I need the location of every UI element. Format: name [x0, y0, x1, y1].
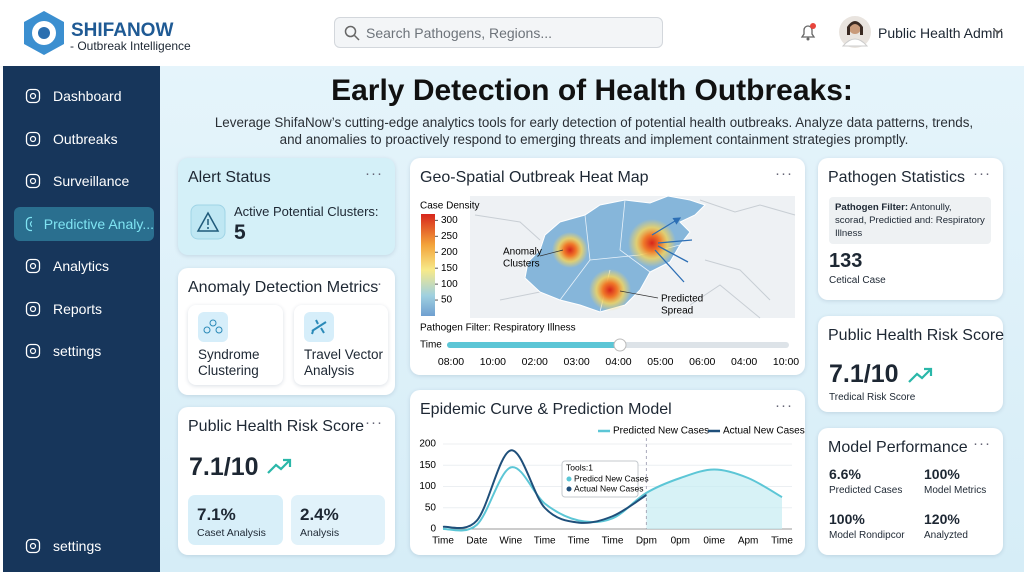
nav-item[interactable]: Predictive Analy...: [14, 206, 154, 241]
nav-label: Reports: [53, 300, 103, 317]
nav-label: Surveillance: [53, 173, 130, 189]
pathogen-stats-card: Pathogen Statistics ··· Pathogen Filter: …: [818, 158, 1003, 300]
metric-value: 120%: [924, 511, 960, 527]
nav-item[interactable]: Surveillance: [14, 164, 154, 198]
card-title: Geo-Spatial Outbreak Heat Map: [420, 169, 649, 186]
alert-value: 5: [234, 221, 246, 244]
risk-label: Tredical Risk Score: [829, 392, 916, 403]
metric-tile[interactable]: Syndrome Clustering: [188, 305, 283, 385]
nav-label: Analytics: [53, 258, 110, 274]
card-menu[interactable]: ···: [365, 414, 383, 431]
epidemic-curve-card: Epidemic Curve & Prediction Model ···: [410, 390, 805, 555]
sidebar: Dashboard Outbreaks Surveillance Predictive…: [3, 66, 160, 572]
metric-value: 100%: [924, 466, 960, 482]
nav-label: settings: [53, 343, 102, 359]
card-menu[interactable]: ···: [775, 397, 793, 414]
trend-arrow: [267, 458, 292, 474]
intro-line: Leverage ShifaNow’s cutting-edge analyti…: [214, 115, 974, 130]
model-performance-card: Model Performance ··· 6.6% Predicted Cases…: [818, 428, 1003, 555]
brand: SHIFANOW: [71, 20, 174, 41]
nav-label: Predictive Analy...: [43, 215, 154, 232]
risk-score-card: Public Health Risk Score 7.1/10 Tredical…: [818, 316, 1005, 412]
metric-label: Travel Vector Analysis: [304, 347, 384, 378]
metric-icon: [304, 312, 334, 342]
anomaly-metrics-card: Anomaly Detection Metrics ··· Syndrome Cl…: [178, 268, 395, 395]
card-menu[interactable]: ···: [973, 435, 991, 452]
user-name[interactable]: Public Health Admin: [878, 25, 1004, 41]
risk-score: 7.1/10: [189, 453, 259, 481]
nav-icon: [25, 173, 41, 189]
nav-item[interactable]: Outbreaks: [14, 122, 154, 156]
stat-label: Cetical Case: [829, 275, 886, 286]
nav-icon: [25, 538, 41, 554]
risk-score-card: Public Health Risk Score ··· 7.1/10 7.1% …: [178, 407, 395, 555]
metric-label: Model Metrics: [924, 485, 987, 496]
intro-line: and anomalies to proactively respond to …: [279, 132, 909, 147]
tagline: - Outbreak Intelligence: [70, 39, 191, 53]
stat-value: 133: [829, 250, 863, 272]
nav-item[interactable]: Dashboard: [14, 79, 154, 113]
search-placeholder: Search Pathogens, Regions...: [366, 25, 553, 41]
heat-map-card: Geo-Spatial Outbreak Heat Map ···: [410, 158, 805, 375]
metric-value: 100%: [829, 511, 865, 527]
nav-item[interactable]: Reports: [14, 292, 154, 326]
stat-value: 7.1%: [197, 505, 236, 524]
metric-tile[interactable]: Travel Vector Analysis: [294, 305, 388, 385]
alert-label: Active Potential Clusters:: [234, 204, 379, 219]
nav-label: Dashboard: [53, 88, 122, 104]
nav-icon: [25, 258, 41, 274]
card-title: Alert Status: [188, 169, 271, 186]
search-icon: [344, 25, 360, 41]
card-menu[interactable]: ···: [365, 275, 383, 292]
metric-value: 6.6%: [829, 466, 861, 482]
stat-label: Analysis: [300, 527, 340, 539]
nav-icon: [25, 343, 41, 359]
filter-label: Pathogen Filter:: [835, 202, 909, 213]
user-menu-chevron: [993, 28, 1003, 34]
card-title: Model Performance: [828, 439, 968, 456]
metric-icon: [198, 312, 228, 342]
trend-arrow: [908, 367, 933, 383]
nav-item[interactable]: settings: [14, 529, 154, 563]
card-title: Public Health Risk Score: [188, 418, 365, 435]
logo-dot: [38, 27, 50, 39]
filter-box: Pathogen Filter: Antonully, scorad, Pred…: [829, 197, 991, 244]
risk-score: 7.1/10: [829, 360, 899, 388]
card-title: Anomaly Detection Metrics: [188, 279, 379, 296]
nav-icon: [25, 301, 41, 316]
stat-value: 2.4%: [300, 505, 339, 524]
nav-icon: [25, 88, 41, 104]
time-slider-knob[interactable]: [613, 338, 627, 352]
nav-icon: [25, 131, 41, 146]
metric-label: Analyzted: [924, 530, 968, 541]
card-menu[interactable]: ···: [775, 165, 793, 182]
alert-status-card: Alert Status ··· Active Potential Cluster…: [178, 158, 395, 255]
nav-label: settings: [53, 538, 102, 554]
stat-label: Caset Analysis: [197, 527, 266, 539]
stat-tile: 2.4% Analysis: [291, 495, 385, 545]
warning-icon: [190, 204, 226, 240]
nav-item[interactable]: settings: [14, 334, 154, 368]
top-bar: SHIFANOW - Outbreak Intelligence Search …: [0, 0, 1024, 66]
search-box[interactable]: Search Pathogens, Regions...: [334, 17, 663, 48]
stat-tile: 7.1% Caset Analysis: [188, 495, 283, 545]
nav-item[interactable]: Analytics: [14, 249, 154, 283]
logo: [24, 11, 64, 55]
filter-text: Antonully, scorad, Predictied and: Respi…: [835, 202, 985, 239]
card-menu[interactable]: ···: [365, 165, 383, 182]
notification-bell[interactable]: [798, 22, 818, 42]
metric-label: Predicted Cases: [829, 485, 903, 496]
card-title: Pathogen Statistics: [828, 169, 965, 186]
metric-label: Model Rondipcor: [829, 530, 905, 541]
nav-label: Outbreaks: [53, 130, 118, 147]
nav-icon: [25, 216, 32, 231]
avatar[interactable]: [838, 15, 872, 49]
metric-label: Syndrome Clustering: [198, 347, 260, 378]
page-title: Early Detection of Health Outbreaks:: [331, 74, 853, 107]
card-menu[interactable]: ···: [973, 165, 991, 182]
card-title: Public Health Risk Score: [828, 327, 1005, 344]
card-title: Epidemic Curve & Prediction Model: [420, 401, 672, 418]
